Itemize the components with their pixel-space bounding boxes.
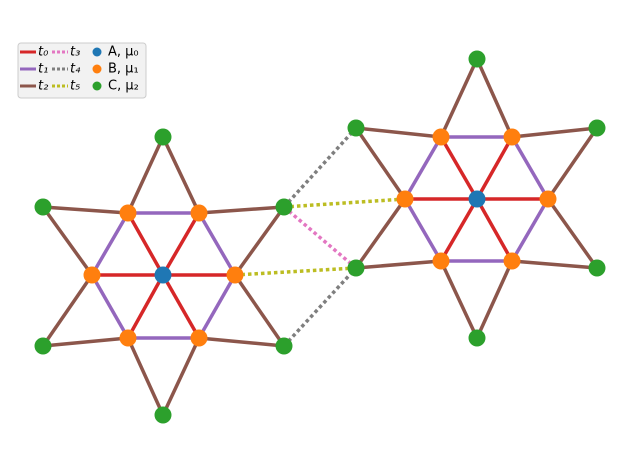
- hopping-edge: [283, 197, 406, 209]
- hopping-edge: [439, 260, 479, 339]
- site: [154, 406, 172, 424]
- legend-label: t₂: [38, 79, 48, 94]
- hopping-edge: [546, 127, 599, 200]
- hopping-edge: [161, 274, 201, 339]
- legend-label: A, μ₀: [108, 45, 139, 60]
- site: [503, 128, 521, 146]
- edges: [41, 58, 599, 416]
- hopping-edge: [355, 126, 442, 139]
- legend-label: C, μ₂: [108, 79, 139, 94]
- hopping-edge: [282, 205, 358, 270]
- site: [154, 266, 172, 284]
- hopping-edge: [126, 136, 165, 214]
- site: [347, 119, 365, 137]
- legend-label: t₀: [38, 45, 49, 60]
- site: [34, 198, 52, 216]
- hopping-edge: [475, 136, 514, 200]
- site: [275, 337, 293, 355]
- site: [588, 119, 606, 137]
- legend: t₀ t₁ t₂ t₃ t₄ t₅ A, μ₀ B, μ₁ C, μ₂: [20, 45, 139, 94]
- hopping-edge: [161, 337, 201, 416]
- hopping-edge: [403, 136, 443, 200]
- hopping-edge: [546, 197, 599, 270]
- site: [34, 337, 52, 355]
- site: [347, 259, 365, 277]
- site: [154, 128, 172, 146]
- hopping-edge: [90, 212, 130, 276]
- hopping-edge: [126, 337, 165, 416]
- site: [468, 190, 486, 208]
- hopping-edge: [41, 274, 94, 347]
- legend-marker: [92, 64, 102, 74]
- legend-label: B, μ₁: [108, 62, 139, 77]
- hopping-edge: [234, 266, 357, 277]
- hopping-edge: [510, 198, 550, 262]
- hopping-edge: [198, 205, 285, 215]
- site: [190, 329, 208, 347]
- hopping-edge: [90, 274, 130, 339]
- hopping-edge: [403, 198, 443, 262]
- hopping-edge: [233, 205, 286, 277]
- site: [226, 266, 244, 284]
- legend-label: t₄: [70, 62, 81, 77]
- hopping-edge: [42, 205, 129, 215]
- site: [432, 128, 450, 146]
- site: [119, 204, 137, 222]
- hopping-edge: [161, 136, 201, 214]
- site: [275, 198, 293, 216]
- site: [588, 259, 606, 277]
- hopping-edge: [126, 274, 165, 339]
- hopping-edge: [355, 259, 442, 270]
- hopping-edge: [510, 136, 550, 200]
- legend-marker: [92, 81, 102, 91]
- hopping-edge: [439, 136, 479, 200]
- site: [83, 266, 101, 284]
- hopping-edge: [198, 336, 285, 348]
- hopping-edge: [42, 336, 129, 348]
- site: [503, 252, 521, 270]
- legend-marker: [92, 47, 102, 57]
- hopping-edge: [41, 205, 94, 277]
- hopping-edge: [475, 58, 514, 138]
- nodes: [34, 50, 606, 424]
- site: [468, 329, 486, 347]
- hopping-edge: [282, 266, 358, 348]
- hopping-edge: [197, 212, 237, 276]
- site: [119, 329, 137, 347]
- hopping-edge: [233, 274, 286, 347]
- hopping-edge: [475, 260, 514, 339]
- site: [190, 204, 208, 222]
- site: [432, 252, 450, 270]
- site: [396, 190, 414, 208]
- legend-label: t₅: [70, 79, 80, 94]
- site: [539, 190, 557, 208]
- hopping-edge: [282, 126, 358, 209]
- hopping-edge: [439, 198, 479, 262]
- hopping-edge: [354, 127, 407, 200]
- hopping-edge: [511, 126, 598, 139]
- legend-box: [17, 42, 147, 99]
- hopping-edge: [126, 212, 165, 276]
- legend-label: t₁: [38, 62, 48, 77]
- legend-label: t₃: [70, 45, 80, 60]
- hopping-edge: [161, 212, 201, 276]
- site: [468, 50, 486, 68]
- hopping-edge: [511, 259, 598, 270]
- hopping-edge: [439, 58, 479, 138]
- hopping-edge: [475, 198, 514, 262]
- hopping-edge: [354, 197, 407, 270]
- hopping-edge: [197, 274, 237, 339]
